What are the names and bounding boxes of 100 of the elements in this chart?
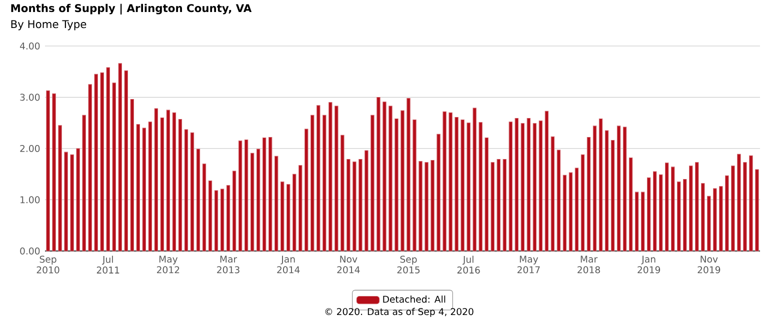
bar [130, 99, 134, 252]
bar [298, 165, 302, 252]
bar [226, 185, 230, 252]
bar [677, 182, 681, 252]
bar [202, 164, 206, 252]
bar [731, 166, 735, 252]
x-tick-label: Jan 2019 [638, 256, 660, 274]
bar [652, 171, 657, 252]
bar [232, 170, 236, 252]
bar [94, 74, 98, 252]
bar [586, 136, 591, 252]
chart-title: Months of Supply | Arlington County, VA [11, 4, 252, 14]
x-tick-label: Jul 2011 [96, 256, 120, 274]
legend-label: Detached: All [383, 296, 446, 303]
bar [658, 174, 663, 252]
bar [454, 116, 458, 252]
x-tick-label: Sep 2015 [397, 256, 420, 274]
bar [142, 128, 146, 252]
bar [604, 130, 609, 252]
bar [46, 90, 50, 252]
bar [484, 137, 488, 252]
bar [430, 160, 434, 252]
bar [556, 150, 561, 252]
bar [598, 118, 603, 252]
bar [442, 111, 446, 252]
bar [683, 178, 687, 252]
bar [508, 122, 513, 252]
text: © 2020. Data as of Sep 4, 2020 [325, 308, 474, 317]
bar [436, 134, 440, 252]
y-tick-label: 3.00 [20, 94, 40, 101]
bar [334, 106, 338, 252]
bar [749, 155, 753, 252]
bar [160, 117, 164, 252]
bar [707, 196, 711, 252]
bar [322, 114, 326, 252]
bar [695, 162, 699, 252]
x-tick-label: Jul 2016 [457, 256, 480, 274]
bar [713, 188, 717, 252]
bar [106, 67, 110, 252]
bar [316, 105, 320, 252]
bar [622, 126, 627, 252]
bar [478, 122, 482, 252]
bar [82, 114, 86, 252]
bar [701, 183, 705, 252]
bar [526, 118, 531, 252]
bar [460, 120, 464, 252]
bar [496, 158, 501, 252]
bar [88, 84, 92, 252]
bar [172, 112, 176, 252]
x-tick-label: Mar 2018 [578, 256, 600, 274]
bar [286, 184, 290, 252]
x-tick-label: May 2012 [156, 256, 180, 274]
bar [580, 154, 585, 252]
bar [448, 112, 452, 252]
bar [628, 157, 633, 252]
bar [250, 152, 254, 252]
bar [610, 140, 615, 252]
bar [725, 175, 729, 252]
bar [274, 156, 278, 252]
bar [616, 126, 621, 252]
bar [304, 128, 308, 252]
x-tick-label: Sep 2010 [36, 256, 60, 274]
bar [490, 162, 494, 252]
bar [262, 137, 266, 252]
bar [689, 166, 693, 252]
bar [148, 122, 152, 252]
bar [256, 148, 260, 252]
bar [352, 162, 356, 252]
bar [755, 169, 759, 252]
chart-subtitle: By Home Type [11, 20, 86, 30]
bar [592, 126, 597, 252]
bar [280, 182, 284, 252]
bar [58, 125, 62, 252]
bar [184, 129, 188, 252]
bar [136, 124, 140, 252]
bar [364, 150, 368, 252]
bar [388, 106, 392, 252]
x-tick-label: Nov 2019 [698, 256, 720, 274]
bar [178, 119, 182, 252]
bar [646, 177, 651, 252]
bar [100, 72, 104, 252]
bar [550, 136, 555, 252]
bar [640, 192, 645, 252]
y-tick-label: 1.00 [20, 196, 40, 204]
bar [532, 123, 537, 252]
bar [370, 114, 374, 252]
x-tick-label: May 2017 [517, 256, 540, 274]
y-tick-label: 2.00 [20, 144, 40, 152]
bar [538, 120, 543, 252]
bar [382, 102, 386, 252]
bar [664, 162, 669, 252]
y-tick-label: 0.00 [20, 247, 40, 255]
bar [64, 152, 68, 252]
bar [412, 120, 416, 252]
bar [208, 180, 212, 252]
x-tick-label: Mar 2013 [217, 256, 240, 274]
bar [238, 140, 242, 252]
bar [340, 134, 344, 252]
bar [112, 82, 116, 252]
bar [166, 110, 170, 252]
